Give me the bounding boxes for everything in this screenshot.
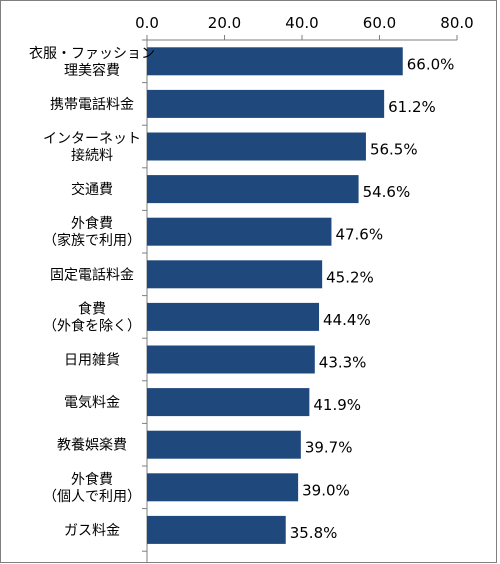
category-label: 固定電話料金	[50, 266, 134, 283]
data-label: 45.2%	[326, 268, 374, 286]
bar	[147, 89, 385, 118]
category-label: 日用雑貨	[64, 352, 120, 369]
category-label: 教養娯楽費	[57, 437, 127, 454]
data-label: 35.8%	[290, 524, 338, 542]
data-label: 39.7%	[305, 439, 353, 457]
category-label: 電気料金	[64, 395, 120, 411]
x-tick-label: 60.0	[363, 14, 396, 32]
bar	[147, 217, 332, 246]
data-label: 61.2%	[388, 98, 436, 116]
category-label: （外食を除く）	[43, 317, 141, 334]
data-label: 43.3%	[319, 354, 367, 372]
category-label: （家族で利用）	[43, 232, 141, 249]
bar	[147, 175, 359, 204]
category-label: 外食費	[71, 471, 113, 488]
x-tick-label: 20.0	[208, 14, 241, 32]
data-label: 66.0%	[407, 55, 455, 73]
bar	[147, 345, 315, 374]
bar	[147, 515, 286, 544]
bar	[147, 430, 301, 459]
bar	[147, 302, 320, 331]
data-label: 54.6%	[363, 183, 411, 201]
x-tick-label: 40.0	[285, 14, 318, 32]
bar	[147, 260, 323, 289]
bar	[147, 47, 403, 76]
category-label: ガス料金	[64, 523, 120, 539]
data-label: 56.5%	[370, 141, 418, 159]
category-label: 外食費	[71, 215, 113, 232]
category-label: インターネット	[43, 131, 141, 147]
category-label: 接続料	[71, 147, 113, 164]
category-label: 食費	[78, 300, 106, 317]
bar	[147, 473, 299, 502]
category-label: 理美容費	[64, 62, 120, 79]
data-label: 39.0%	[302, 481, 350, 499]
bar	[147, 388, 310, 417]
x-tick-label: 0.0	[135, 14, 159, 32]
bar	[147, 132, 366, 161]
data-label: 47.6%	[335, 226, 383, 244]
data-label: 44.4%	[323, 311, 371, 329]
category-label: （個人で利用）	[43, 489, 141, 505]
category-label: 衣服・ファッション	[29, 46, 155, 62]
category-label: 携帯電話料金	[50, 96, 134, 113]
data-label: 41.9%	[313, 396, 361, 414]
x-tick-label: 80.0	[440, 14, 473, 32]
category-label: 交通費	[71, 181, 113, 198]
